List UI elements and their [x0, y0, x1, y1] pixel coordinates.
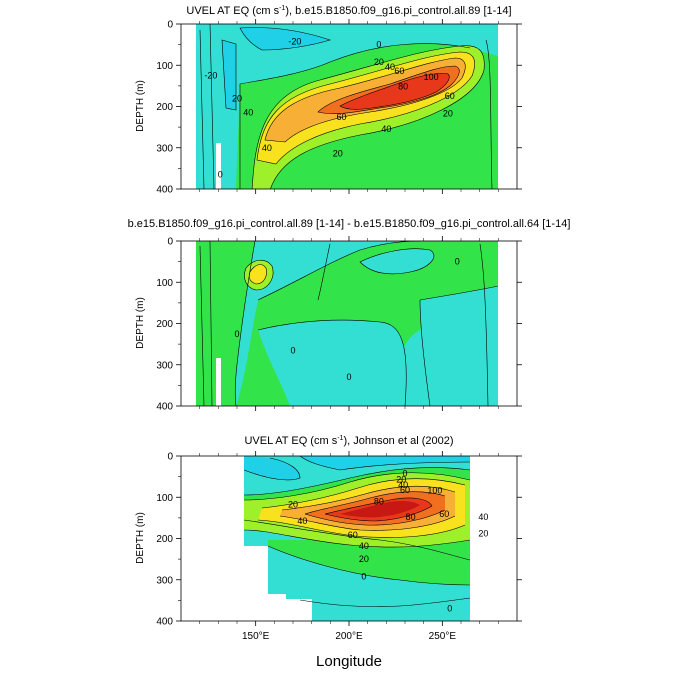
contour-label: 20 — [333, 149, 343, 159]
y-tick-label: 300 — [156, 575, 173, 586]
y-tick-label: 400 — [156, 185, 173, 196]
panel-3-title: UVEL AT EQ (cm s-1), Johnson et al (2002… — [244, 435, 453, 447]
panel-2-field — [181, 241, 517, 406]
contour-label: 40 — [385, 62, 395, 72]
y-tick-label: 200 — [156, 319, 173, 330]
x-tick-label: 200°E — [335, 631, 363, 642]
y-tick-label: 400 — [156, 402, 173, 413]
y-tick-label: 0 — [167, 452, 173, 463]
contour-label: 40 — [359, 541, 369, 551]
contour-label: -20 — [288, 36, 301, 46]
contour-label: 0 — [361, 571, 366, 581]
panel-2-contour-labels: 0 0 0 0 — [234, 257, 459, 383]
contour-label: 80 — [406, 512, 416, 522]
contour-label: -20 — [204, 71, 217, 81]
contour-label: 60 — [439, 509, 449, 519]
y-tick-label: 0 — [167, 20, 173, 31]
y-tick-label: 100 — [156, 278, 173, 289]
contour-label: 80 — [398, 82, 408, 92]
mask-island — [216, 358, 221, 406]
contour-label: 60 — [337, 112, 347, 122]
y-tick-label: 100 — [156, 493, 173, 504]
contour-label: 40 — [381, 124, 391, 134]
field-peak — [340, 500, 420, 518]
field-zero-lower — [268, 540, 470, 585]
contour-label: 40 — [243, 108, 253, 118]
contour-label: 20 — [359, 554, 369, 564]
panel-1-contours — [199, 24, 493, 189]
contour-label: 0 — [290, 345, 295, 355]
x-tick-label: 150°E — [242, 631, 270, 642]
contour-label: 0 — [455, 257, 460, 267]
contour-label: 40 — [297, 516, 307, 526]
contour-label: 100 — [424, 72, 439, 82]
field-strong-negative-surface — [300, 456, 470, 470]
contour-label: 20 — [396, 475, 406, 485]
contour-label: 20 — [374, 57, 384, 67]
contour-label: 0 — [376, 40, 381, 50]
field-negative-east — [420, 286, 498, 406]
contour-label: 20 — [232, 93, 242, 103]
contour-label: 60 — [400, 485, 410, 495]
panel-2-ylabel: DEPTH (m) — [135, 297, 146, 349]
field-strong-negative-west — [222, 40, 236, 110]
field-negative-south — [258, 320, 407, 406]
contour-label: 60 — [394, 66, 404, 76]
contour-label: 60 — [445, 91, 455, 101]
field-negative-blob — [360, 248, 434, 274]
contour-label: 0 — [447, 604, 452, 614]
panel-3-field — [181, 456, 517, 621]
y-tick-label: 200 — [156, 534, 173, 545]
panel-1-field — [181, 24, 517, 189]
panel-1-ylabel: DEPTH (m) — [135, 80, 146, 132]
contour-label: 80 — [374, 496, 384, 506]
contour-label: 20 — [288, 500, 298, 510]
x-axis-label: Longitude — [316, 653, 382, 670]
x-tick-label: 250°E — [429, 631, 457, 642]
panel-3-ylabel: DEPTH (m) — [135, 512, 146, 564]
panel-2-axes: 0 100 200 300 400 — [156, 236, 522, 413]
mask-west — [181, 24, 196, 189]
field-strong-negative — [244, 456, 300, 480]
y-tick-label: 400 — [156, 617, 173, 628]
mask-east — [498, 241, 517, 406]
contour-label: 0 — [234, 329, 239, 339]
contour-label: 40 — [398, 480, 408, 490]
contour-label: 0 — [346, 372, 351, 382]
contour-label: 40 — [478, 512, 488, 522]
y-tick-label: 300 — [156, 143, 173, 154]
panel-2-difference: b.e15.B1850.f09_g16.pi_control.all.89 [1… — [128, 218, 571, 413]
panel-2-title: b.e15.B1850.f09_g16.pi_control.all.89 [1… — [128, 218, 571, 230]
panel-2-contours — [199, 241, 499, 406]
field-strong-negative — [240, 27, 330, 50]
contour-label: 60 — [348, 530, 358, 540]
y-tick-label: 100 — [156, 61, 173, 72]
contour-label: 0 — [402, 468, 407, 478]
contour-label: 0 — [218, 170, 223, 180]
contour-label: 20 — [478, 529, 488, 539]
contour-label: 100 — [427, 486, 442, 496]
panel-3-contours — [243, 456, 471, 607]
y-tick-label: 300 — [156, 360, 173, 371]
panel-1-title: UVEL AT EQ (cm s-1), b.e15.B1850.f09_g16… — [186, 5, 511, 17]
contour-label: 20 — [443, 109, 453, 119]
y-tick-label: 0 — [167, 237, 173, 248]
contour-label: 40 — [262, 143, 272, 153]
mask-island — [216, 143, 221, 189]
field-negative — [196, 24, 498, 189]
panel-3-observed-uvel: UVEL AT EQ (cm s-1), Johnson et al (2002… — [135, 435, 522, 642]
field-pos100 — [340, 73, 450, 110]
y-tick-label: 200 — [156, 102, 173, 113]
panel-1-model-uvel: UVEL AT EQ (cm s-1), b.e15.B1850.f09_g16… — [135, 5, 522, 196]
mask-west — [181, 241, 196, 406]
mask-east — [498, 24, 517, 189]
